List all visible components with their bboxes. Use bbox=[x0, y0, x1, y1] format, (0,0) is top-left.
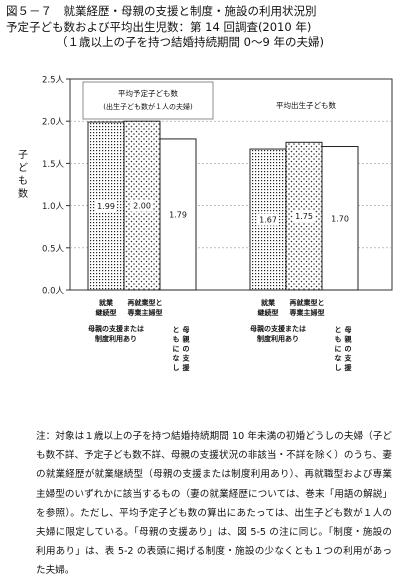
title-line-3: （１歳以上の子を持つ結婚持続期間 0～9 年の夫婦) bbox=[56, 35, 324, 49]
category-label-none: 援 bbox=[345, 363, 353, 372]
data-label: 1.70 bbox=[331, 214, 349, 223]
category-label-none: も bbox=[173, 336, 180, 344]
footnote: 注：対象は１歳以上の子を持つ結婚持続期間 10 年未満の初婚どうしの夫婦（子ども… bbox=[36, 431, 392, 577]
title-line-2: 予定子ども数および平均出生児数：第 14 回調査(2010 年) bbox=[6, 19, 312, 34]
data-label-bg bbox=[131, 199, 153, 212]
data-label: 1.79 bbox=[169, 210, 187, 219]
data-label-bg bbox=[329, 212, 351, 225]
category-label-none: 親 bbox=[183, 335, 190, 344]
group-title-note: (出生子ども数が１人の夫婦) bbox=[103, 102, 193, 111]
y-axis-label-char: 子 bbox=[18, 149, 28, 161]
data-label-bg bbox=[257, 213, 279, 226]
y-tick-label: 0.5人 bbox=[42, 244, 65, 254]
category-label-support: 母親の支援または bbox=[250, 324, 306, 333]
chart-title: 図５－７ 就業経歴・母親の支援と制度・施設の利用状況別 予定子ども数および平均出… bbox=[6, 4, 402, 51]
data-label-bg bbox=[167, 208, 189, 221]
title-line-1: 図５－７ 就業経歴・母親の支援と制度・施設の利用状況別 bbox=[6, 4, 317, 18]
category-label: 専業主婦型 bbox=[290, 308, 325, 317]
category-label-none: な bbox=[335, 354, 342, 363]
y-axis-label-char: ど bbox=[18, 162, 28, 174]
y-tick-label: 1.0人 bbox=[42, 202, 65, 212]
category-label-support: 制度利用あり bbox=[257, 334, 299, 343]
category-label: 就業 bbox=[99, 298, 114, 307]
group-title-box bbox=[82, 81, 214, 120]
category-label-none: 支 bbox=[344, 354, 353, 363]
category-label: 専業主婦型 bbox=[128, 308, 163, 317]
bar-chart: 0.0人0.5人1.0人1.5人2.0人2.5人子ども数平均予定子ども数(出生子… bbox=[18, 76, 393, 372]
category-label-none: 親 bbox=[345, 335, 352, 344]
category-label-support: 制度利用あり bbox=[95, 334, 137, 343]
data-label: 1.99 bbox=[97, 202, 115, 211]
y-axis-label-char: も bbox=[18, 175, 28, 187]
category-label: 継続型 bbox=[96, 308, 117, 317]
category-label-none: の bbox=[345, 345, 352, 353]
category-label-none: し bbox=[173, 364, 180, 372]
y-tick-label: 1.5人 bbox=[42, 160, 65, 170]
data-label-bg bbox=[293, 210, 315, 223]
group-title-planned: 平均予定子ども数 bbox=[118, 88, 178, 98]
data-label-bg bbox=[95, 200, 117, 213]
category-label: 再就業型と bbox=[290, 298, 325, 307]
category-label-none: 母 bbox=[183, 325, 190, 334]
y-tick-label: 0.0人 bbox=[42, 287, 65, 297]
plot-frame bbox=[69, 78, 393, 291]
category-label-none: 母 bbox=[345, 325, 352, 334]
y-tick-label: 2.0人 bbox=[42, 118, 65, 128]
data-label: 1.75 bbox=[295, 212, 313, 221]
data-label: 2.00 bbox=[133, 202, 151, 211]
category-label: 再就業型と bbox=[128, 298, 163, 307]
data-label: 1.67 bbox=[259, 216, 277, 225]
category-label-none: に bbox=[335, 345, 342, 353]
bar bbox=[123, 120, 161, 291]
category-label-none: 支 bbox=[182, 354, 191, 363]
category-label-support: 母親の支援または bbox=[88, 324, 144, 333]
category-label-none: の bbox=[183, 345, 190, 353]
category-label: 就業 bbox=[261, 298, 276, 307]
category-label-none: し bbox=[335, 364, 342, 372]
category-label-none: 援 bbox=[183, 363, 191, 372]
y-tick-label: 2.5人 bbox=[42, 76, 65, 86]
category-label-none: と bbox=[173, 326, 180, 334]
category-label-none: と bbox=[335, 326, 342, 334]
category-label: 継続型 bbox=[258, 308, 279, 317]
category-label-none: な bbox=[173, 354, 180, 363]
category-label-none: に bbox=[173, 345, 180, 353]
group-title-born: 平均出生子ども数 bbox=[276, 100, 336, 110]
category-label-none: も bbox=[335, 336, 342, 344]
y-axis-label-char: 数 bbox=[18, 187, 28, 200]
